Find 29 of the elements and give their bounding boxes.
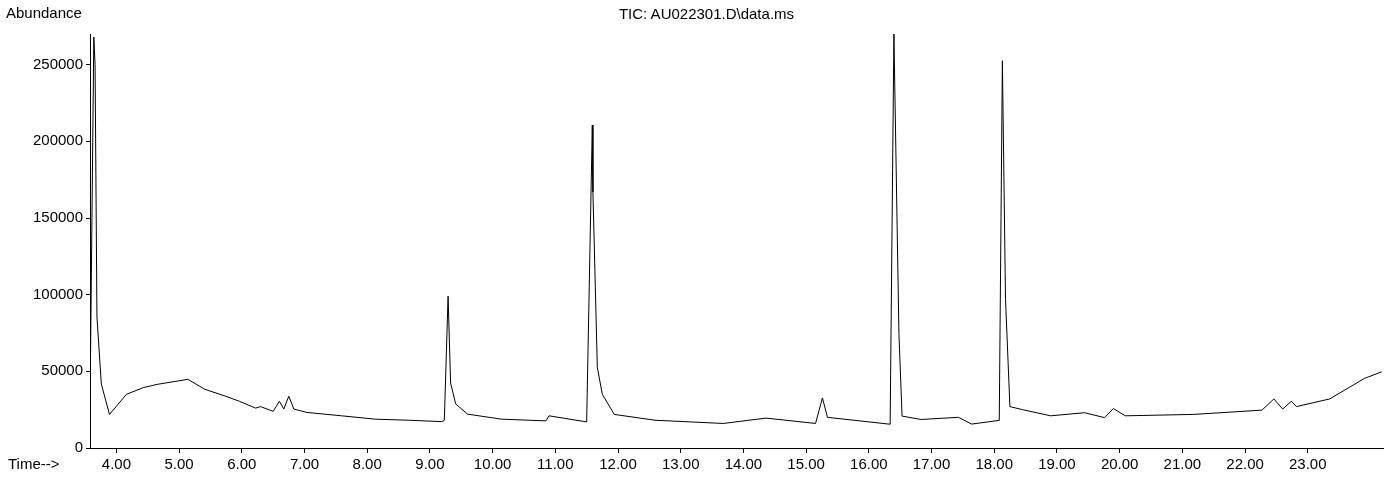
x-tick-label: 13.00 <box>661 455 700 473</box>
x-tick-label: 19.00 <box>1038 455 1076 473</box>
y-tick-label: 100000 <box>32 284 84 302</box>
x-tick-label: 16.00 <box>850 455 888 473</box>
y-tick-label: 150000 <box>32 208 84 226</box>
x-tick-label: 22.00 <box>1226 455 1264 473</box>
y-tick-label: 50000 <box>41 361 84 379</box>
y-tick-label: 200000 <box>32 131 84 149</box>
y-tick-label: 0 <box>74 438 84 456</box>
x-tick-label: 10.00 <box>473 455 512 473</box>
x-tick-label: 17.00 <box>912 455 951 473</box>
x-tick-label: 7.00 <box>289 455 320 473</box>
y-tick-label: 250000 <box>32 54 84 72</box>
x-tick-label: 11.00 <box>537 455 574 473</box>
x-tick-label: 12.00 <box>599 455 637 473</box>
x-tick-label: 23.00 <box>1288 455 1327 473</box>
chart-title: TIC: AU022301.D\data.ms <box>618 5 795 23</box>
x-tick-label: 15.00 <box>787 455 825 473</box>
x-tick-label: 20.00 <box>1100 455 1139 473</box>
x-tick-label: 9.00 <box>415 455 445 473</box>
x-tick-label: 6.00 <box>227 455 257 473</box>
x-tick-label: 14.00 <box>724 455 763 473</box>
x-tick-label: 5.00 <box>164 455 194 473</box>
x-tick-label: 4.00 <box>101 455 131 473</box>
x-axis-title: Time--> <box>8 454 60 472</box>
x-tick-label: 18.00 <box>975 455 1014 473</box>
x-tick-label: 8.00 <box>352 455 382 473</box>
x-tick-label: 21.00 <box>1163 455 1202 473</box>
y-axis-title: Abundance <box>6 3 82 21</box>
